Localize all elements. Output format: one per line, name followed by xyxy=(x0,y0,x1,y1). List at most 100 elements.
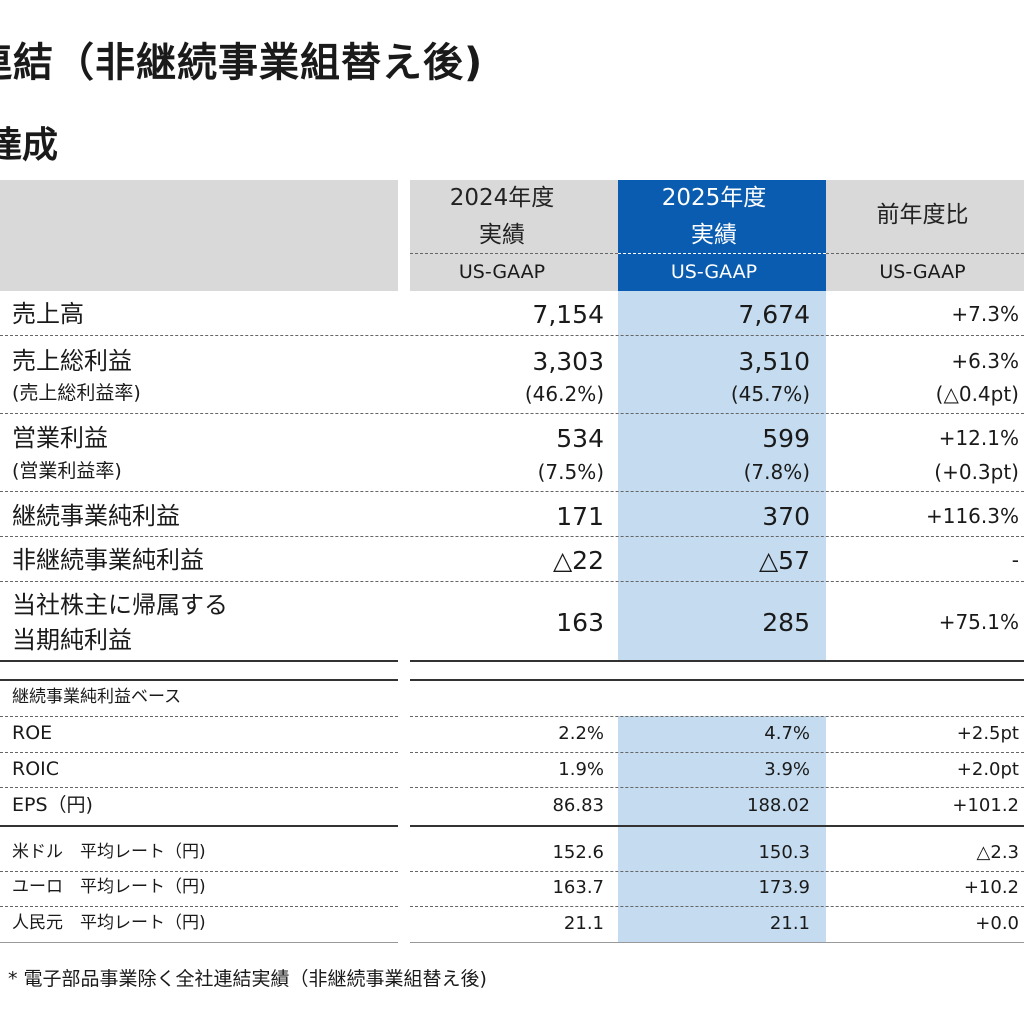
row-divider xyxy=(0,716,398,717)
value-operating-margin-2025: (7.8%) xyxy=(743,460,810,484)
row-label-continuing-net-income: 継続事業純利益 xyxy=(12,502,180,530)
value-roic-2024: 1.9% xyxy=(558,759,604,780)
value-roic-yoy: +2.0pt xyxy=(956,759,1019,780)
row-label-usd-rate: 米ドル 平均レート（円) xyxy=(12,842,206,862)
row-divider xyxy=(410,871,1024,872)
value-usd-rate-2025: 150.3 xyxy=(758,842,810,863)
table-divider xyxy=(0,660,398,662)
row-divider xyxy=(0,413,1024,414)
row-divider xyxy=(410,752,1024,753)
value-gross-margin-2025: (45.7%) xyxy=(730,382,810,406)
value-usd-rate-yoy: △2.3 xyxy=(976,842,1019,863)
value-eps-yoy: +101.2 xyxy=(952,795,1019,816)
value-cny-rate-2025: 21.1 xyxy=(769,913,810,934)
highlight-column-main xyxy=(618,291,826,661)
section-divider xyxy=(410,679,1024,681)
row-divider xyxy=(410,787,1024,788)
row-label-sales: 売上高 xyxy=(12,300,84,328)
value-operating-income-2024: 534 xyxy=(556,424,604,453)
value-discontinued-net-income-yoy: - xyxy=(1011,548,1019,572)
value-roic-2025: 3.9% xyxy=(764,759,810,780)
row-label-roe: ROE xyxy=(12,722,53,744)
row-divider xyxy=(0,906,398,907)
row-label-eur-rate: ユーロ 平均レート（円) xyxy=(12,877,206,897)
col2-header-basis: US-GAAP xyxy=(670,261,758,283)
value-gross-profit-2024: 3,303 xyxy=(532,347,604,376)
row-divider xyxy=(0,752,398,753)
value-gross-profit-2025: 3,510 xyxy=(738,347,810,376)
value-gross-profit-yoy: +6.3% xyxy=(951,349,1019,373)
section-divider xyxy=(0,825,398,827)
value-cny-rate-2024: 21.1 xyxy=(563,913,604,934)
value-eur-rate-2025: 173.9 xyxy=(758,877,810,898)
row-label-operating-income: 営業利益 xyxy=(12,424,108,452)
value-operating-margin-yoy: (+0.3pt) xyxy=(934,460,1019,484)
highlight-column-ratios xyxy=(618,716,826,942)
row-divider xyxy=(410,716,1024,717)
row-label-cny-rate: 人民元 平均レート（円) xyxy=(12,913,206,933)
table-bottom-line xyxy=(0,942,398,943)
value-discontinued-net-income-2024: △22 xyxy=(552,546,604,575)
table-divider xyxy=(410,660,1024,662)
row-label-roic: ROIC xyxy=(12,758,60,780)
section-divider xyxy=(410,825,1024,827)
value-continuing-net-income-2024: 171 xyxy=(556,502,604,531)
header-divider xyxy=(618,253,826,254)
header-divider xyxy=(410,253,618,254)
row-divider xyxy=(0,536,1024,537)
col1-header-type: 実績 xyxy=(479,222,525,248)
value-usd-rate-2024: 152.6 xyxy=(552,842,604,863)
row-divider xyxy=(0,581,1024,582)
value-discontinued-net-income-2025: △57 xyxy=(758,546,810,575)
row-label-eps: EPS（円) xyxy=(12,794,93,816)
page-subtitle: 達成 xyxy=(0,125,59,166)
section-divider xyxy=(0,679,398,681)
value-roe-2024: 2.2% xyxy=(558,723,604,744)
row-divider xyxy=(410,906,1024,907)
value-roe-2025: 4.7% xyxy=(764,723,810,744)
col1-header-basis: US-GAAP xyxy=(458,261,546,283)
table-bottom-line xyxy=(410,942,1024,943)
header-col1-bg xyxy=(410,180,618,291)
col2-header-year: 2025年度 xyxy=(661,185,767,211)
value-net-income-2024: 163 xyxy=(556,608,604,637)
value-continuing-net-income-yoy: +116.3% xyxy=(925,504,1019,528)
value-cny-rate-yoy: +0.0 xyxy=(975,913,1019,934)
value-gross-margin-2024: (46.2%) xyxy=(524,382,604,406)
row-divider xyxy=(0,871,398,872)
value-operating-margin-2024: (7.5%) xyxy=(537,460,604,484)
value-roe-yoy: +2.5pt xyxy=(956,723,1019,744)
section-label-continuing-basis: 継続事業純利益ベース xyxy=(12,687,182,707)
col2-header-type: 実績 xyxy=(691,222,737,248)
value-eur-rate-yoy: +10.2 xyxy=(963,877,1019,898)
value-operating-income-yoy: +12.1% xyxy=(938,426,1019,450)
row-divider xyxy=(0,335,1024,336)
value-operating-income-2025: 599 xyxy=(762,424,810,453)
row-label-discontinued-net-income: 非継続事業純利益 xyxy=(12,546,204,574)
row-label-net-income-attributable-line1: 当社株主に帰属する xyxy=(12,591,228,619)
col3-header-title: 前年度比 xyxy=(876,202,969,228)
value-sales-2024: 7,154 xyxy=(532,300,604,329)
value-net-income-2025: 285 xyxy=(762,608,810,637)
header-label-bg xyxy=(0,180,398,291)
footnote: * 電子部品事業除く全社連結実績（非継続事業組替え後) xyxy=(8,968,487,990)
value-continuing-net-income-2025: 370 xyxy=(762,502,810,531)
row-divider xyxy=(0,491,1024,492)
header-divider xyxy=(826,253,1024,254)
header-col2-bg xyxy=(618,180,826,291)
value-net-income-yoy: +75.1% xyxy=(938,610,1019,634)
col1-header-year: 2024年度 xyxy=(449,185,555,211)
value-eps-2024: 86.83 xyxy=(552,795,604,816)
row-label-gross-profit: 売上総利益 xyxy=(12,347,132,375)
page-title: 連結（非継続事業組替え後) xyxy=(0,40,484,86)
row-sublabel-gross-margin: (売上総利益率) xyxy=(12,382,141,404)
row-divider xyxy=(0,787,398,788)
value-gross-margin-yoy: (△0.4pt) xyxy=(935,382,1019,406)
value-sales-2025: 7,674 xyxy=(738,300,810,329)
row-label-net-income-attributable-line2: 当期純利益 xyxy=(12,626,132,654)
value-sales-yoy: +7.3% xyxy=(951,302,1019,326)
col3-header-basis: US-GAAP xyxy=(879,261,966,283)
header-col3-bg xyxy=(826,180,1024,291)
value-eps-2025: 188.02 xyxy=(747,795,810,816)
value-eur-rate-2024: 163.7 xyxy=(552,877,604,898)
